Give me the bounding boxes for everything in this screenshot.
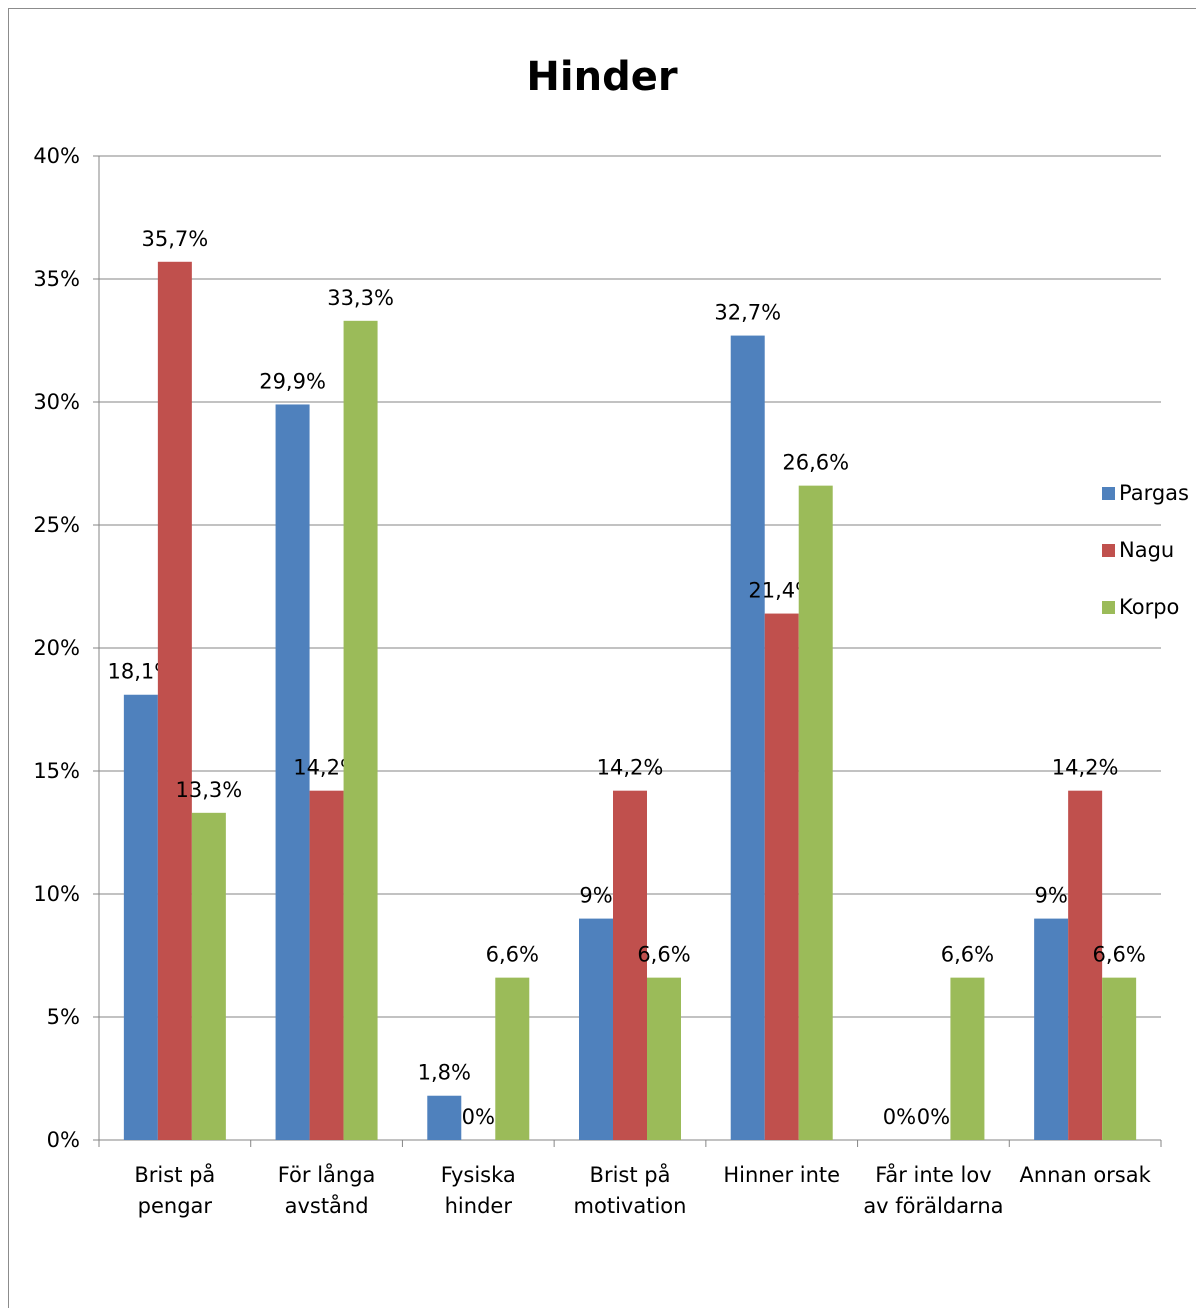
data-label: 35,7% <box>141 227 208 251</box>
y-tick-label: 40% <box>33 144 80 168</box>
bar-nagu <box>1068 790 1103 1140</box>
data-label: 1,8% <box>418 1061 471 1085</box>
category-label: motivation <box>574 1194 687 1218</box>
category-label: Får inte lov <box>875 1162 991 1187</box>
data-label: 6,6% <box>637 943 690 967</box>
legend-label: Nagu <box>1119 538 1174 562</box>
data-label: 14,2% <box>1052 756 1119 780</box>
data-label: 26,6% <box>782 451 849 475</box>
data-label: 6,6% <box>1092 943 1145 967</box>
category-label: Fysiska <box>441 1163 516 1187</box>
y-tick-label: 15% <box>33 759 80 783</box>
category-label: av föräldarna <box>863 1194 1003 1218</box>
legend-label: Pargas <box>1119 481 1189 505</box>
category-label: Hinner inte <box>723 1163 840 1187</box>
y-tick-label: 20% <box>33 636 80 660</box>
data-label: 6,6% <box>486 943 539 967</box>
category-label: Annan orsak <box>1019 1163 1151 1187</box>
data-label: 13,3% <box>175 778 242 802</box>
bar-korpo <box>191 812 226 1140</box>
bar-korpo <box>950 977 985 1140</box>
data-label: 9% <box>579 884 612 908</box>
category-label: avstånd <box>285 1193 369 1218</box>
category-label: För långa <box>278 1162 376 1187</box>
chart-area <box>8 8 1196 1308</box>
category-label: hinder <box>445 1194 513 1218</box>
y-tick-label: 10% <box>33 882 80 906</box>
data-label: 0% <box>462 1105 495 1129</box>
bar-nagu <box>764 613 799 1140</box>
legend-swatch <box>1102 487 1115 500</box>
category-label: Brist på <box>134 1162 215 1187</box>
bar-pargas <box>123 694 158 1140</box>
data-label: 14,2% <box>597 756 664 780</box>
category-label: Brist på <box>590 1162 671 1187</box>
bar-nagu <box>309 790 344 1140</box>
data-label: 0% <box>883 1105 916 1129</box>
bar-pargas <box>730 335 765 1141</box>
bar-korpo <box>798 485 833 1140</box>
category-label: pengar <box>138 1194 213 1218</box>
y-tick-label: 25% <box>33 513 80 537</box>
bar-pargas <box>427 1095 462 1140</box>
y-tick-label: 35% <box>33 267 80 291</box>
data-label: 32,7% <box>714 301 781 325</box>
bar-korpo <box>647 977 681 1140</box>
data-label: 0% <box>917 1105 950 1129</box>
bar-pargas <box>1034 918 1069 1140</box>
y-tick-label: 5% <box>47 1005 80 1029</box>
data-label: 6,6% <box>941 943 994 967</box>
bar-pargas <box>275 404 310 1141</box>
data-label: 9% <box>1034 884 1067 908</box>
legend-swatch <box>1102 544 1115 557</box>
chart-title: Hinder <box>526 54 677 100</box>
bar-pargas <box>579 918 613 1140</box>
y-tick-label: 0% <box>47 1128 80 1152</box>
legend-label: Korpo <box>1119 595 1179 619</box>
bar-nagu <box>613 790 647 1140</box>
bar-korpo <box>343 320 378 1140</box>
bar-korpo <box>1102 977 1137 1140</box>
data-label: 29,9% <box>259 369 326 393</box>
legend-swatch <box>1102 601 1115 614</box>
data-label: 33,3% <box>327 286 394 310</box>
bar-nagu <box>157 261 192 1140</box>
bar-korpo <box>495 977 530 1140</box>
y-tick-label: 30% <box>33 390 80 414</box>
